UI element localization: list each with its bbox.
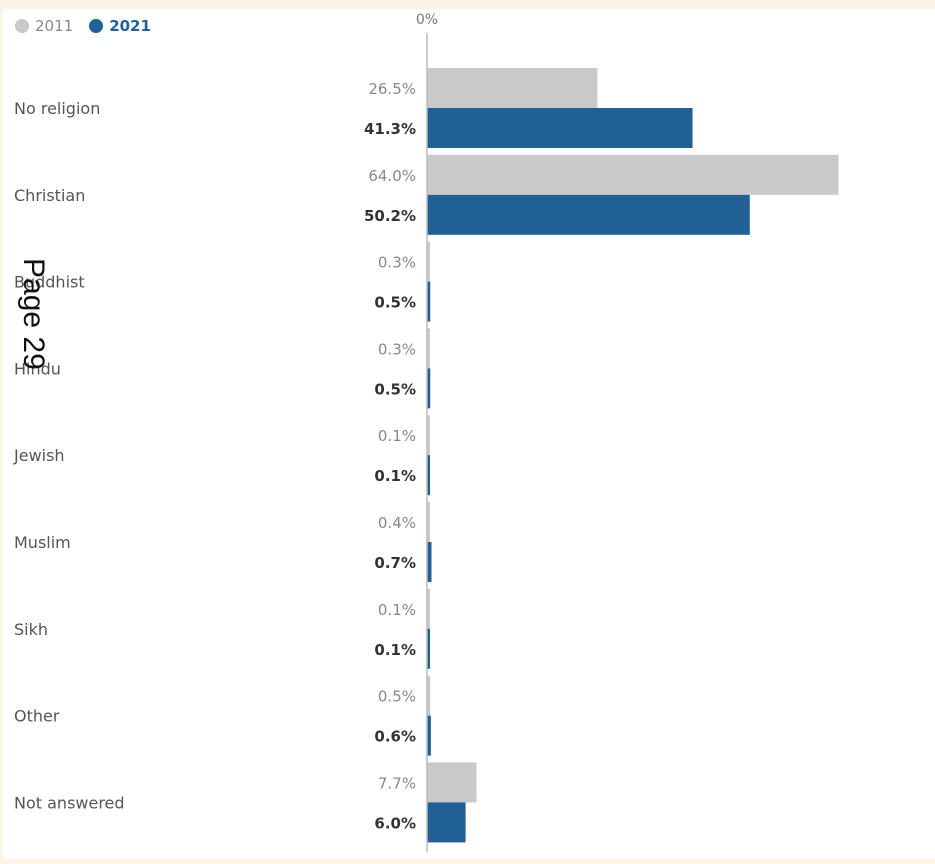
bar-2011-buddhist [427,241,430,282]
page-number-stamp: Page 29 [17,258,50,370]
value-label-2011-hindu: 0.3% [378,340,416,358]
legend-item-2021[interactable]: 2021 [89,17,151,35]
bar-2011-no-religion [427,68,598,108]
bar-2021-other [427,715,431,756]
value-label-2021-jewish: 0.1% [374,467,416,485]
bar-2021-muslim [427,542,432,582]
bar-2011-sikh [427,588,430,629]
bar-2021-hindu [427,368,431,409]
legend-label-2011: 2011 [35,17,74,35]
category-label-hindu: Hindu [14,359,61,378]
bar-2021-no-religion [427,108,693,148]
bar-2021-buddhist [427,281,431,322]
bar-2011-muslim [427,502,430,542]
value-label-2011-muslim: 0.4% [378,514,416,532]
value-label-2021-hindu: 0.5% [374,380,416,398]
category-label-not-answered: Not answered [14,793,125,812]
bar-2021-sikh [427,628,430,669]
religion-bar-chart: 0% No religion 26.5% 41.3% Christian 64.0% 50.… [13,12,839,853]
category-label-muslim: Muslim [14,533,71,552]
bar-2011-christian [427,154,839,195]
bar-2021-not-answered [427,802,466,843]
value-label-2011-jewish: 0.1% [378,427,416,445]
bar-2011-hindu [427,328,430,369]
bar-2021-christian [427,194,750,235]
legend-swatch-2021 [89,19,104,33]
legend-label-2021: 2021 [109,17,151,35]
category-label-sikh: Sikh [14,620,48,639]
value-label-2021-christian: 50.2% [364,207,416,225]
axis-tick-label-0: 0% [416,12,438,28]
bar-2011-other [427,675,431,716]
value-label-2011-sikh: 0.1% [378,601,416,619]
value-label-2021-buddhist: 0.5% [374,294,416,312]
value-label-2011-other: 0.5% [378,688,416,706]
value-label-2011-no-religion: 26.5% [368,80,416,98]
legend-swatch-2011 [15,19,29,33]
value-label-2021-not-answered: 6.0% [374,814,416,832]
value-label-2021-sikh: 0.1% [374,641,416,659]
value-label-2021-other: 0.6% [374,728,416,746]
value-label-2021-no-religion: 41.3% [364,120,416,138]
value-label-2011-buddhist: 0.3% [378,254,416,272]
value-label-2011-not-answered: 7.7% [378,774,416,792]
category-label-jewish: Jewish [13,446,65,465]
bar-2011-not-answered [427,762,477,803]
value-label-2021-muslim: 0.7% [374,554,416,572]
legend-item-2011[interactable]: 2011 [15,17,73,35]
category-label-christian: Christian [14,186,85,205]
category-label-buddhist: Buddhist [14,273,85,292]
chart-legend: 2011 2021 [15,17,167,35]
category-label-no-religion: No religion [14,99,100,118]
category-label-other: Other [14,707,60,726]
bar-2021-jewish [427,455,430,496]
value-label-2011-christian: 64.0% [368,167,416,185]
chart-panel: 2011 2021 0% No religion 26.5% 41.3% Christi… [3,9,935,859]
bar-2011-jewish [427,415,430,456]
